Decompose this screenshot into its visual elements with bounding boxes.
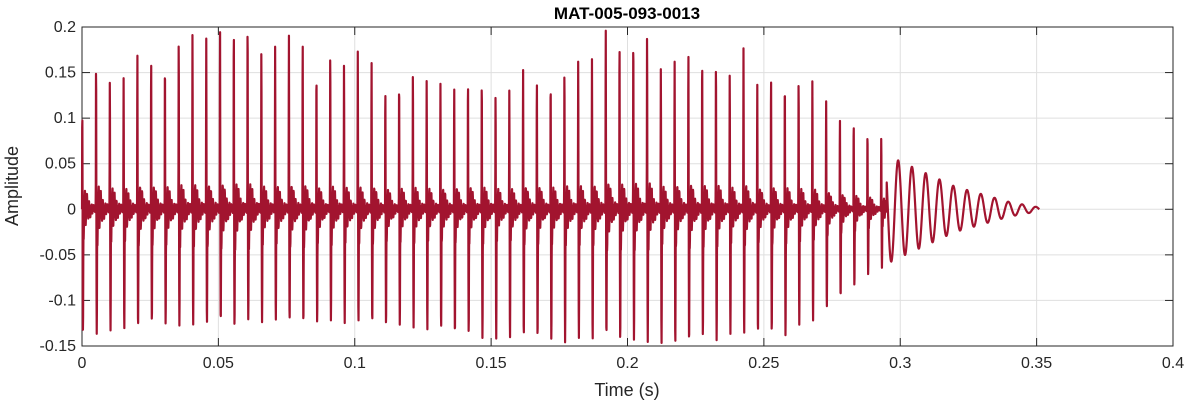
y-tick-label: 0.2	[54, 19, 76, 36]
y-tick-label: 0.1	[54, 110, 76, 127]
series-layer	[80, 29, 1041, 344]
x-tick-label: 0.2	[616, 355, 638, 372]
y-tick-label: 0	[67, 201, 76, 218]
chart-title: MAT-005-093-0013	[554, 4, 700, 23]
x-tick-label: 0.1	[344, 355, 366, 372]
y-tick-label: 0.05	[45, 156, 76, 173]
x-tick-label: 0.4	[1162, 355, 1184, 372]
y-tick-label: -0.05	[40, 247, 77, 264]
x-tick-label: 0.15	[476, 355, 507, 372]
waveform-line	[80, 29, 1041, 344]
x-tick-label: 0	[78, 355, 87, 372]
x-axis-label: Time (s)	[594, 380, 659, 400]
y-tick-label: -0.15	[40, 338, 77, 355]
y-axis-label: Amplitude	[2, 146, 22, 226]
x-tick-label: 0.35	[1021, 355, 1052, 372]
y-tick-labels: -0.15 -0.1 -0.05 0 0.05 0.1 0.15 0.2	[40, 19, 77, 355]
x-tick-labels: 0 0.05 0.1 0.15 0.2 0.25 0.3 0.35 0.4	[78, 355, 1185, 372]
x-tick-label: 0.05	[203, 355, 234, 372]
y-tick-label: 0.15	[45, 65, 76, 82]
x-tick-label: 0.3	[889, 355, 911, 372]
y-tick-label: -0.1	[48, 292, 76, 309]
x-tick-label: 0.25	[748, 355, 779, 372]
grid-lines	[81, 26, 1174, 347]
axis-ticks	[81, 26, 1174, 347]
